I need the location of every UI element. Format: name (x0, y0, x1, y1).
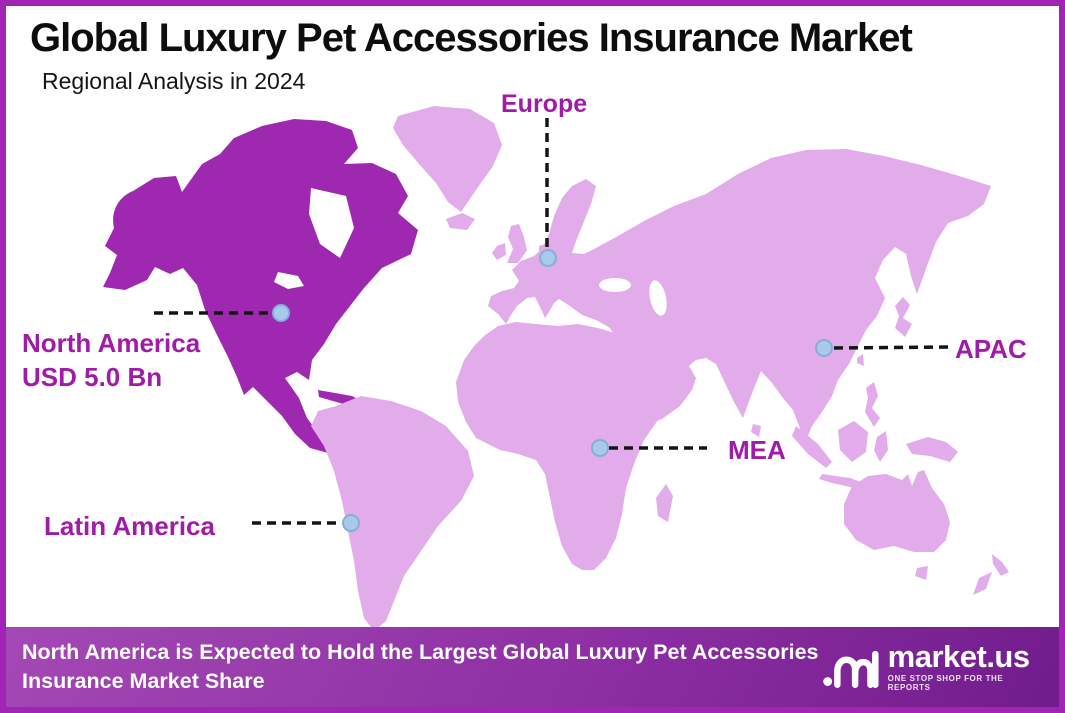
map-caspian-sea (649, 280, 667, 316)
footer-banner: North America is Expected to Hold the La… (6, 627, 1059, 707)
map-north-america (103, 119, 418, 453)
map-madagascar (656, 484, 673, 522)
world-map (103, 106, 1009, 631)
map-greenland (393, 106, 502, 212)
map-eurasia (488, 149, 991, 443)
page-title: Global Luxury Pet Accessories Insurance … (30, 16, 913, 60)
region-value-north-america: USD 5.0 Bn (22, 362, 163, 392)
region-label-apac: APAC (955, 334, 1027, 364)
map-uk (507, 224, 527, 263)
brand-name: market.us (887, 639, 1030, 674)
marketus-logo-icon (823, 650, 879, 688)
map-iceland (446, 213, 475, 230)
marker-apac (815, 339, 833, 357)
marker-mea (591, 439, 609, 457)
marker-north-america (272, 304, 290, 322)
map-borneo (838, 421, 868, 462)
brand-tagline: ONE STOP SHOP FOR THE REPORTS (887, 674, 1004, 692)
brand-logo: market.us ONE STOP SHOP FOR THE REPORTS (822, 639, 1045, 695)
map-new-zealand (973, 554, 1009, 595)
region-label-north-america: North America USD 5.0 Bn (22, 326, 200, 394)
map-australia (844, 470, 950, 552)
marker-europe (539, 249, 557, 267)
map-africa (456, 322, 674, 570)
leader-line-apac (833, 345, 951, 350)
region-label-europe: Europe (501, 90, 588, 118)
map-tasmania (915, 566, 928, 580)
region-label-mea: MEA (728, 435, 786, 465)
map-new-guinea (906, 437, 958, 462)
map-philippines (865, 382, 880, 427)
map-java (819, 474, 864, 489)
footer-note: North America is Expected to Hold the La… (22, 640, 819, 693)
region-label-north-america-name: North America (22, 328, 201, 358)
map-sri-lanka (751, 424, 761, 437)
map-sumatra (792, 426, 832, 468)
map-south-america (311, 396, 474, 631)
marker-latin-america (342, 514, 360, 532)
map-ireland (492, 243, 506, 260)
region-label-latin-america: Latin America (44, 511, 215, 541)
map-sulawesi (874, 431, 888, 462)
map-japan (895, 297, 912, 337)
page-subtitle: Regional Analysis in 2024 (42, 68, 306, 94)
map-taiwan (857, 354, 864, 366)
map-black-sea (599, 278, 631, 292)
brand-text: market.us ONE STOP SHOP FOR THE REPORTS (887, 639, 1045, 692)
